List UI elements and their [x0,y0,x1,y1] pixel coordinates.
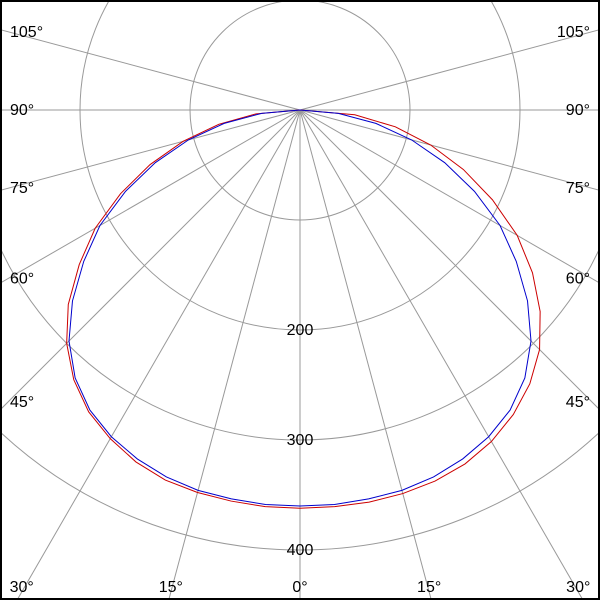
angle-label-right: 45° [566,394,590,411]
angle-label-right: 105° [557,24,590,41]
angle-label-left: 75° [10,180,34,197]
angle-label-right: 15° [417,579,441,596]
angle-label-right: 30° [566,579,590,596]
angle-label-left: 45° [10,394,34,411]
radius-label: 200 [287,322,314,339]
angle-label-right: 60° [566,271,590,288]
angle-label-zero: 0° [292,579,307,596]
polar-chart-container: 200 300 400 105° 90° 75° 60° 45° 30° 15° 105° 90° 75… [0,0,600,600]
angle-label-left: 15° [159,579,183,596]
angle-label-right: 90° [566,102,590,119]
angle-label-right: 75° [566,180,590,197]
radius-label: 400 [287,542,314,559]
polar-chart-svg: 200 300 400 105° 90° 75° 60° 45° 30° 15° 105° 90° 75… [0,0,600,600]
angle-label-left: 90° [10,102,34,119]
angle-label-left: 60° [10,271,34,288]
radius-label: 300 [287,432,314,449]
angle-label-left: 30° [10,579,34,596]
angle-label-left: 105° [10,24,43,41]
